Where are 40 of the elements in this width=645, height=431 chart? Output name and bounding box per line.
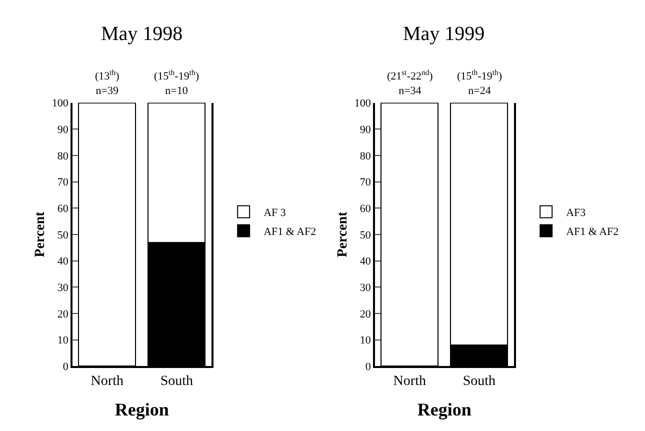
y-tick-label: 50 bbox=[360, 229, 372, 242]
legend-label: AF1 & AF2 bbox=[566, 226, 619, 238]
annotation: (13$^{th}$) n=39 bbox=[95, 68, 120, 97]
legend-label: AF3 bbox=[566, 207, 586, 220]
y-axis-title: Percent bbox=[336, 211, 350, 258]
annotation: (15$^{th}$-19$^{th}$) n=10 bbox=[154, 68, 200, 97]
x-tick-label: South bbox=[160, 374, 194, 389]
annotation: (21$^{st}$-22$^{nd}$) n=34 bbox=[387, 68, 434, 97]
y-tick-label: 10 bbox=[360, 334, 372, 347]
y-tick-label: 30 bbox=[360, 282, 372, 294]
y-tick-label: 50 bbox=[57, 229, 69, 242]
y-tick-label: 70 bbox=[57, 176, 69, 189]
y-tick-label: 80 bbox=[57, 150, 69, 162]
y-tick-label: 80 bbox=[360, 150, 372, 162]
annotation: (15$^{th}$-19$^{th}$) n=24 bbox=[457, 68, 502, 97]
y-tick-label: 90 bbox=[360, 124, 372, 136]
chart-title: May 1999 bbox=[403, 23, 485, 45]
y-tick-label: 20 bbox=[57, 308, 69, 320]
legend-label: AF 3 bbox=[264, 207, 286, 220]
y-axis-title: Percent bbox=[33, 211, 48, 258]
y-tick-label: 20 bbox=[360, 308, 372, 320]
x-tick-label: North bbox=[90, 374, 124, 389]
y-tick-label: 60 bbox=[57, 202, 69, 215]
y-tick-label: 100 bbox=[354, 98, 372, 110]
x-tick-label: North bbox=[393, 374, 426, 389]
x-axis-title: Region bbox=[114, 400, 169, 420]
y-tick-label: 0 bbox=[62, 360, 69, 373]
y-tick-label: 0 bbox=[365, 360, 372, 373]
x-axis-title: Region bbox=[417, 400, 472, 420]
y-tick-label: 100 bbox=[52, 98, 69, 110]
y-tick-label: 40 bbox=[360, 256, 372, 268]
y-tick-label: 30 bbox=[57, 282, 69, 294]
y-tick-label: 60 bbox=[360, 202, 372, 215]
y-tick-label: 70 bbox=[360, 176, 372, 189]
legend-label: AF1 & AF2 bbox=[264, 226, 316, 238]
y-tick-label: 10 bbox=[57, 334, 69, 347]
chart-title: May 1998 bbox=[101, 23, 183, 45]
y-tick-label: 40 bbox=[57, 256, 69, 268]
x-tick-label: South bbox=[462, 374, 496, 389]
y-tick-label: 90 bbox=[57, 124, 69, 136]
